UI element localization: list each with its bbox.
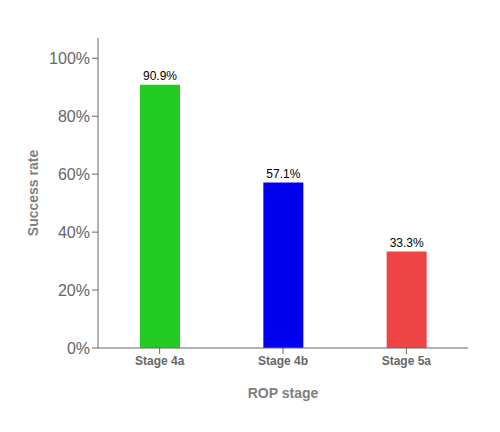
svg-text:Success rate: Success rate <box>25 150 41 237</box>
svg-text:57.1%: 57.1% <box>266 167 300 181</box>
svg-text:Stage 5a: Stage 5a <box>382 354 432 368</box>
svg-text:80%: 80% <box>58 108 90 125</box>
svg-text:0%: 0% <box>67 340 90 357</box>
svg-text:ROP stage: ROP stage <box>248 385 319 401</box>
svg-text:33.3%: 33.3% <box>390 236 424 250</box>
svg-text:60%: 60% <box>58 166 90 183</box>
svg-text:Stage 4b: Stage 4b <box>258 354 308 368</box>
svg-text:100%: 100% <box>49 50 90 67</box>
svg-text:90.9%: 90.9% <box>143 69 177 83</box>
svg-text:20%: 20% <box>58 282 90 299</box>
svg-text:Stage 4a: Stage 4a <box>135 354 185 368</box>
svg-text:40%: 40% <box>58 224 90 241</box>
